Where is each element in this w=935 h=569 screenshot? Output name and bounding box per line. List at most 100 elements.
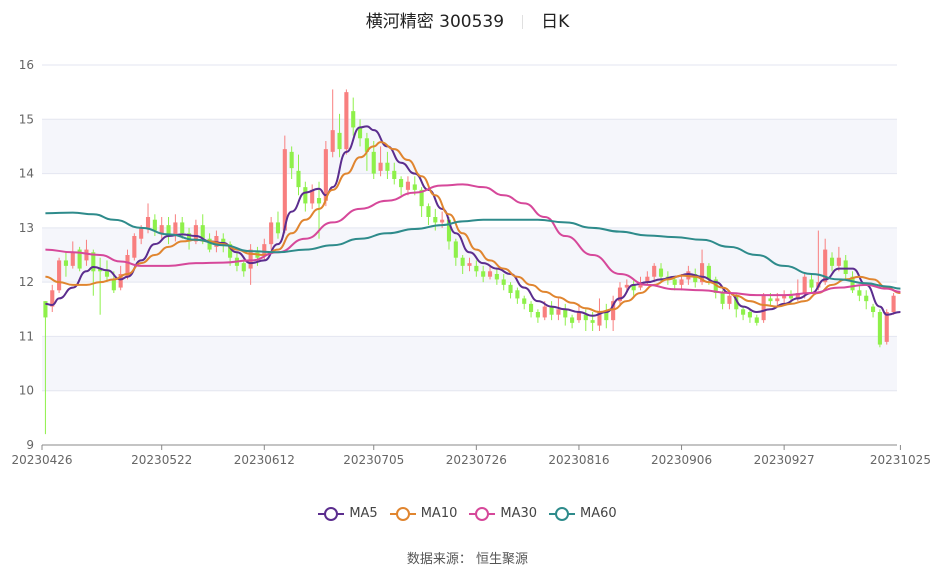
candle-up[interactable]	[700, 263, 705, 283]
candle-up[interactable]	[761, 295, 766, 321]
candle-down[interactable]	[481, 271, 486, 277]
candle-down[interactable]	[857, 290, 862, 296]
candle-down[interactable]	[508, 284, 513, 293]
candle-down[interactable]	[549, 306, 554, 315]
candle-down[interactable]	[583, 314, 588, 321]
candle-down[interactable]	[446, 219, 452, 242]
candle-down[interactable]	[747, 312, 752, 318]
candle-down[interactable]	[104, 271, 110, 277]
candle-up[interactable]	[70, 252, 75, 266]
candle-up[interactable]	[597, 312, 602, 326]
candle-down[interactable]	[43, 301, 48, 318]
candle-down[interactable]	[77, 249, 82, 269]
candle-up[interactable]	[556, 309, 561, 315]
candle-down[interactable]	[570, 317, 575, 323]
candle-down[interactable]	[399, 179, 404, 188]
candle-up[interactable]	[159, 225, 164, 234]
candle-down[interactable]	[351, 111, 356, 128]
candle-down[interactable]	[474, 265, 479, 272]
candle-down[interactable]	[563, 309, 568, 318]
candle-up[interactable]	[836, 257, 841, 266]
candle-down[interactable]	[152, 219, 157, 231]
candle-down[interactable]	[187, 233, 192, 242]
candle-up[interactable]	[173, 222, 178, 236]
candle-up[interactable]	[611, 301, 616, 321]
candle-down[interactable]	[364, 138, 369, 152]
candle-up[interactable]	[576, 312, 581, 321]
candle-down[interactable]	[871, 306, 876, 312]
candle-up[interactable]	[624, 284, 629, 288]
candle-down[interactable]	[706, 265, 711, 280]
candle-down[interactable]	[754, 317, 759, 323]
candle-up[interactable]	[617, 287, 623, 302]
candle-down[interactable]	[877, 312, 882, 345]
candle-up[interactable]	[542, 306, 547, 318]
candle-down[interactable]	[631, 284, 636, 291]
candle-up[interactable]	[262, 244, 267, 255]
candle-down[interactable]	[166, 225, 171, 236]
candle-up[interactable]	[378, 162, 383, 171]
candle-up[interactable]	[405, 181, 410, 190]
legend-item-ma10[interactable]: MA10	[389, 506, 457, 521]
candle-up[interactable]	[310, 189, 315, 204]
candle-up[interactable]	[652, 265, 657, 277]
candle-down[interactable]	[289, 151, 294, 169]
candle-down[interactable]	[494, 274, 499, 280]
candle-up[interactable]	[193, 225, 198, 242]
candle-up[interactable]	[139, 227, 144, 239]
candle-down[interactable]	[713, 279, 718, 293]
candle-up[interactable]	[638, 282, 643, 288]
candle-up[interactable]	[282, 149, 287, 231]
candle-down[interactable]	[412, 184, 417, 190]
candle-up[interactable]	[795, 293, 800, 299]
candle-up[interactable]	[125, 255, 130, 277]
candle-down[interactable]	[111, 279, 116, 291]
kline-chart[interactable]: 9 10 11 12 13 14 15 16 20230426 20230522 20230612 2…	[0, 0, 935, 500]
candle-up[interactable]	[487, 271, 493, 277]
candle-up[interactable]	[884, 312, 889, 342]
candle-down[interactable]	[720, 293, 725, 304]
candle-down[interactable]	[672, 279, 677, 285]
period-label[interactable]: 日K	[541, 12, 570, 32]
candle-down[interactable]	[515, 290, 520, 299]
candle-down[interactable]	[788, 295, 794, 299]
candle-down[interactable]	[316, 198, 322, 204]
candle-down[interactable]	[460, 257, 465, 266]
candle-up[interactable]	[344, 92, 349, 150]
candle-up[interactable]	[891, 295, 896, 312]
candle-down[interactable]	[741, 309, 746, 315]
candle-up[interactable]	[782, 295, 787, 299]
candle-down[interactable]	[734, 295, 739, 310]
candle-down[interactable]	[501, 279, 506, 285]
candle-up[interactable]	[118, 274, 123, 288]
legend-item-ma30[interactable]: MA30	[469, 506, 537, 521]
candle-down[interactable]	[296, 170, 301, 188]
candle-up[interactable]	[330, 130, 335, 152]
candle-down[interactable]	[392, 170, 397, 179]
candle-down[interactable]	[604, 312, 609, 321]
candle-down[interactable]	[221, 238, 226, 245]
candle-down[interactable]	[385, 162, 390, 171]
candle-up[interactable]	[679, 279, 684, 285]
candle-down[interactable]	[371, 151, 376, 174]
candle-down[interactable]	[419, 189, 424, 207]
candle-down[interactable]	[358, 127, 363, 139]
candle-up[interactable]	[323, 149, 328, 201]
candle-up[interactable]	[440, 219, 445, 223]
candle-down[interactable]	[426, 206, 431, 217]
candle-down[interactable]	[241, 263, 246, 272]
candle-down[interactable]	[658, 268, 664, 277]
candle-up[interactable]	[248, 249, 253, 269]
candle-down[interactable]	[207, 238, 212, 250]
candle-up[interactable]	[50, 290, 55, 307]
candle-down[interactable]	[843, 260, 848, 274]
candle-down[interactable]	[590, 320, 595, 323]
candle-down[interactable]	[522, 298, 527, 304]
candle-down[interactable]	[433, 217, 438, 223]
candle-down[interactable]	[228, 244, 233, 258]
candle-down[interactable]	[535, 312, 540, 318]
candle-down[interactable]	[275, 222, 281, 234]
candle-up[interactable]	[775, 298, 780, 302]
candle-down[interactable]	[864, 295, 869, 302]
legend-item-ma5[interactable]: MA5	[318, 506, 378, 521]
